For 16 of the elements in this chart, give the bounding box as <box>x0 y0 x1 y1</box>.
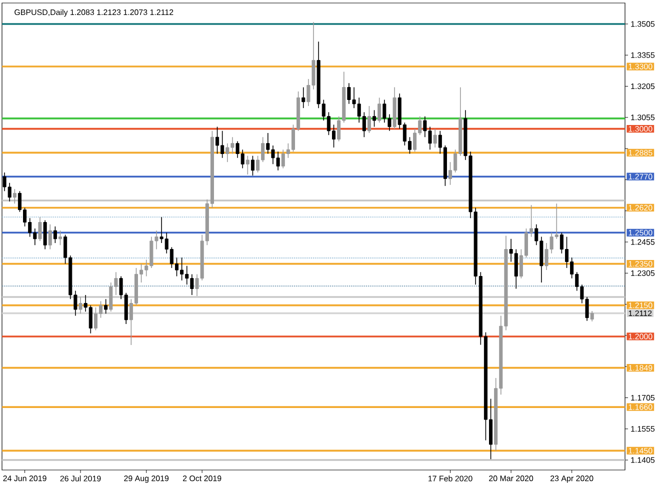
candlestick <box>590 310 594 322</box>
candlestick <box>302 86 306 108</box>
candlestick <box>48 224 52 250</box>
candlestick <box>104 298 108 314</box>
candlestick <box>433 128 437 148</box>
candlestick <box>367 106 371 134</box>
candlestick <box>378 97 382 123</box>
candlestick <box>78 296 82 314</box>
candlestick <box>38 216 42 242</box>
candlestick <box>372 110 376 128</box>
candlestick <box>12 188 16 204</box>
candlestick <box>250 155 254 176</box>
candlestick <box>43 220 47 250</box>
candlestick <box>58 230 62 246</box>
candlestick <box>246 155 250 175</box>
candlestick <box>53 226 57 244</box>
